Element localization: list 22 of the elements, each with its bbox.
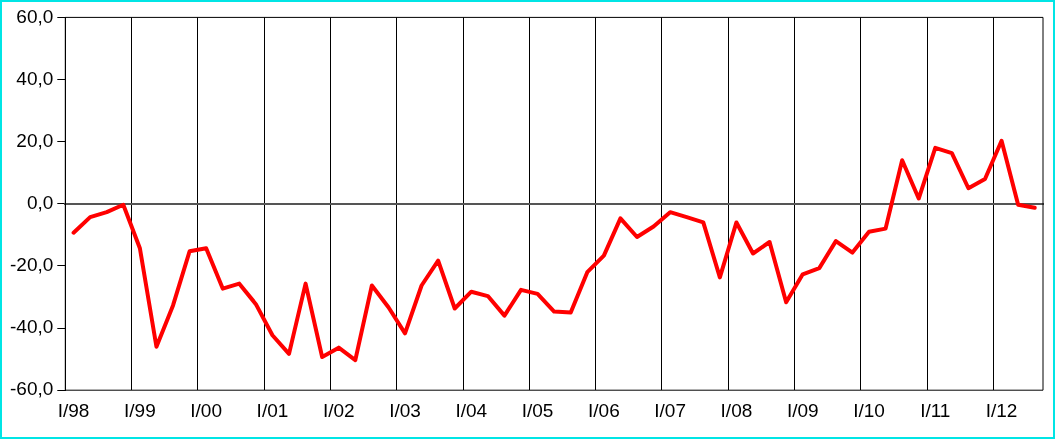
x-tick-label: I/10 xyxy=(853,399,885,421)
x-tick-label: I/08 xyxy=(720,399,753,421)
x-tick-label: I/02 xyxy=(322,399,355,421)
y-tick-label: 40,0 xyxy=(16,67,54,89)
y-tick-label: 0,0 xyxy=(26,192,54,214)
x-tick-label: I/05 xyxy=(521,399,554,421)
y-tick-label: 20,0 xyxy=(16,129,54,151)
x-tick-label: I/01 xyxy=(256,399,289,421)
x-tick-label: I/98 xyxy=(57,399,90,421)
y-tick-label: -60,0 xyxy=(9,378,54,400)
x-tick-label: I/09 xyxy=(786,399,819,421)
y-tick-label: 60,0 xyxy=(16,5,54,27)
x-tick-label: I/00 xyxy=(190,399,223,421)
x-tick-label: I/99 xyxy=(124,399,156,421)
x-tick-label: I/04 xyxy=(455,399,488,421)
x-tick-label: I/03 xyxy=(389,399,421,421)
y-tick-label: -40,0 xyxy=(9,316,54,338)
x-tick-label: I/11 xyxy=(920,399,951,421)
x-tick-label: I/07 xyxy=(654,399,686,421)
y-tick-label: -20,0 xyxy=(9,254,54,276)
x-tick-label: I/12 xyxy=(985,399,1018,421)
x-tick-label: I/06 xyxy=(588,399,620,421)
